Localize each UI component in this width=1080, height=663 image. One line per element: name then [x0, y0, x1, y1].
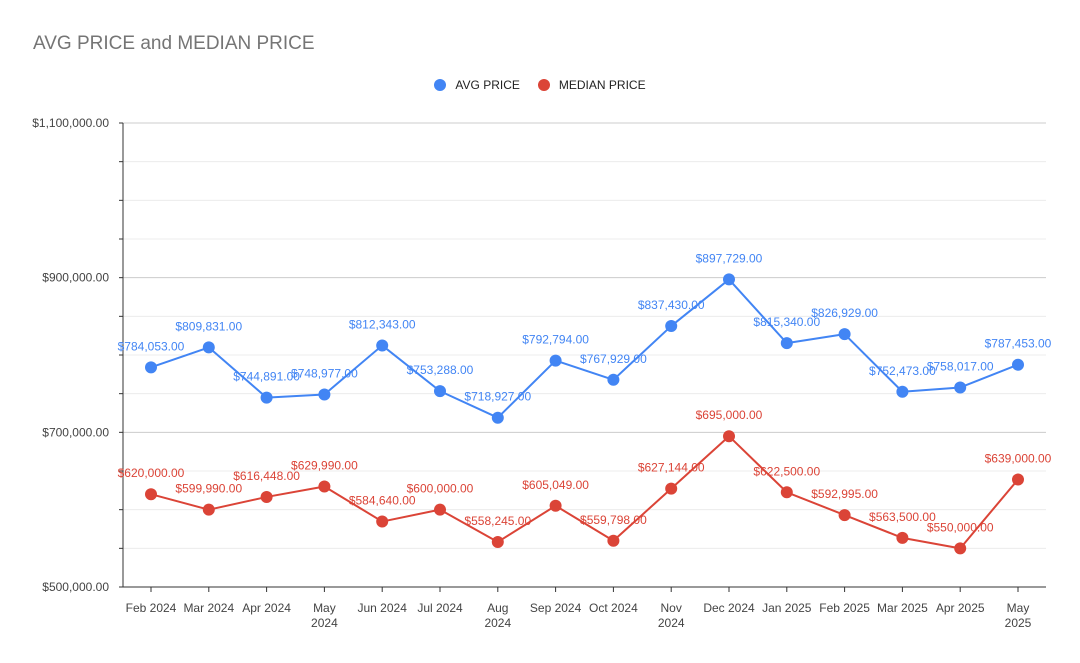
data-label-median-price: $622,500.00 — [753, 464, 820, 478]
x-tick-label: Aug 2024 — [484, 601, 511, 630]
data-label-avg-price: $897,729.00 — [696, 251, 763, 265]
data-point-median-price — [202, 503, 215, 516]
chart-title: AVG PRICE and MEDIAN PRICE — [33, 33, 315, 54]
data-label-median-price: $620,000.00 — [118, 466, 185, 480]
y-tick-label: $900,000.00 — [42, 271, 109, 285]
data-point-avg-price — [202, 341, 215, 354]
data-label-avg-price: $784,053.00 — [118, 339, 185, 353]
data-point-avg-price — [1012, 358, 1024, 371]
data-point-median-price — [434, 503, 446, 516]
data-point-median-price — [145, 488, 157, 501]
data-label-median-price: $558,245.00 — [464, 514, 531, 528]
data-point-avg-price — [896, 385, 909, 398]
data-point-median-price — [723, 430, 735, 443]
data-point-median-price — [549, 499, 562, 512]
data-label-median-price: $616,448.00 — [233, 469, 300, 483]
data-label-median-price: $695,000.00 — [696, 408, 763, 422]
data-label-avg-price: $826,929.00 — [811, 306, 878, 320]
data-label-median-price: $599,990.00 — [175, 482, 242, 496]
data-point-median-price — [838, 509, 851, 522]
data-point-median-price — [896, 531, 909, 544]
y-tick-label: $700,000.00 — [42, 425, 109, 439]
data-label-avg-price: $752,473.00 — [869, 364, 936, 378]
x-tick-label: Apr 2025 — [936, 601, 985, 615]
x-tick-label: Jun 2024 — [358, 601, 408, 615]
legend-item-median-price[interactable]: MEDIAN PRICE — [537, 78, 646, 92]
x-tick-label: Feb 2024 — [126, 601, 177, 615]
data-point-avg-price — [838, 328, 851, 341]
data-point-avg-price — [491, 411, 504, 424]
x-tick-label: Mar 2025 — [877, 601, 928, 615]
data-point-avg-price — [607, 373, 620, 386]
x-tick-label: Jul 2024 — [417, 601, 463, 615]
data-point-median-price — [954, 542, 967, 555]
data-label-median-price: $592,995.00 — [811, 487, 878, 501]
data-label-avg-price: $815,340.00 — [753, 315, 820, 329]
series-line-median-price — [150, 435, 1019, 550]
data-label-median-price: $639,000.00 — [985, 452, 1052, 466]
data-point-median-price — [318, 480, 331, 493]
series-line-avg-price — [150, 278, 1019, 419]
data-point-median-price — [780, 486, 793, 499]
data-label-avg-price: $748,977.00 — [291, 366, 358, 380]
data-point-median-price — [260, 490, 273, 503]
data-point-avg-price — [780, 337, 793, 350]
x-tick-label: Feb 2025 — [819, 601, 870, 615]
legend-swatch-avg-price — [434, 79, 447, 91]
legend-swatch-median-price — [537, 79, 550, 91]
data-point-avg-price — [434, 385, 446, 398]
x-tick-label: Mar 2024 — [183, 601, 234, 615]
legend-item-avg-price[interactable]: AVG PRICE — [434, 78, 520, 92]
x-tick-label: Sep 2024 — [530, 601, 582, 615]
data-label-median-price: $559,798.00 — [580, 513, 647, 527]
data-point-avg-price — [549, 354, 562, 367]
legend: AVG PRICE MEDIAN PRICE — [0, 78, 1080, 92]
data-point-median-price — [665, 482, 678, 495]
data-point-avg-price — [665, 320, 678, 333]
data-point-median-price — [376, 515, 389, 528]
data-point-avg-price — [145, 361, 157, 374]
data-label-median-price: $600,000.00 — [407, 482, 474, 496]
data-point-median-price — [607, 534, 620, 547]
y-tick-label: $1,100,000.00 — [32, 116, 109, 130]
data-label-avg-price: $809,831.00 — [175, 319, 242, 333]
x-tick-label: Nov 2024 — [658, 601, 685, 630]
data-label-median-price: $563,500.00 — [869, 510, 936, 524]
x-tick-label: Apr 2024 — [242, 601, 291, 615]
data-point-avg-price — [723, 273, 735, 286]
data-label-avg-price: $753,288.00 — [407, 363, 474, 377]
legend-label-median-price: MEDIAN PRICE — [558, 78, 646, 92]
x-tick-label: May 2024 — [311, 601, 338, 630]
data-label-median-price: $605,049.00 — [522, 478, 589, 492]
data-label-median-price: $584,640.00 — [349, 494, 416, 508]
data-label-median-price: $550,000.00 — [927, 520, 994, 534]
data-label-avg-price: $767,929.00 — [580, 352, 647, 366]
data-label-avg-price: $758,017.00 — [927, 359, 994, 373]
y-tick-label: $500,000.00 — [42, 580, 109, 594]
data-point-median-price — [1012, 473, 1024, 486]
x-tick-label: Oct 2024 — [589, 601, 638, 615]
data-label-avg-price: $812,343.00 — [349, 317, 416, 331]
x-tick-label: Dec 2024 — [703, 601, 755, 615]
data-label-median-price: $629,990.00 — [291, 458, 358, 472]
data-point-avg-price — [954, 381, 967, 394]
data-label-median-price: $627,144.00 — [638, 461, 705, 475]
data-label-avg-price: $837,430.00 — [638, 298, 705, 312]
data-label-avg-price: $718,927.00 — [464, 390, 531, 404]
x-tick-label: Jan 2025 — [762, 601, 812, 615]
data-label-avg-price: $792,794.00 — [522, 333, 589, 347]
data-label-avg-price: $744,891.00 — [233, 370, 300, 384]
data-point-avg-price — [318, 388, 331, 401]
x-tick-label: May 2025 — [1005, 601, 1032, 630]
data-point-median-price — [491, 535, 504, 548]
data-point-avg-price — [376, 339, 389, 352]
legend-label-avg-price: AVG PRICE — [455, 78, 520, 92]
data-point-avg-price — [260, 391, 273, 404]
data-label-avg-price: $787,453.00 — [985, 337, 1052, 351]
